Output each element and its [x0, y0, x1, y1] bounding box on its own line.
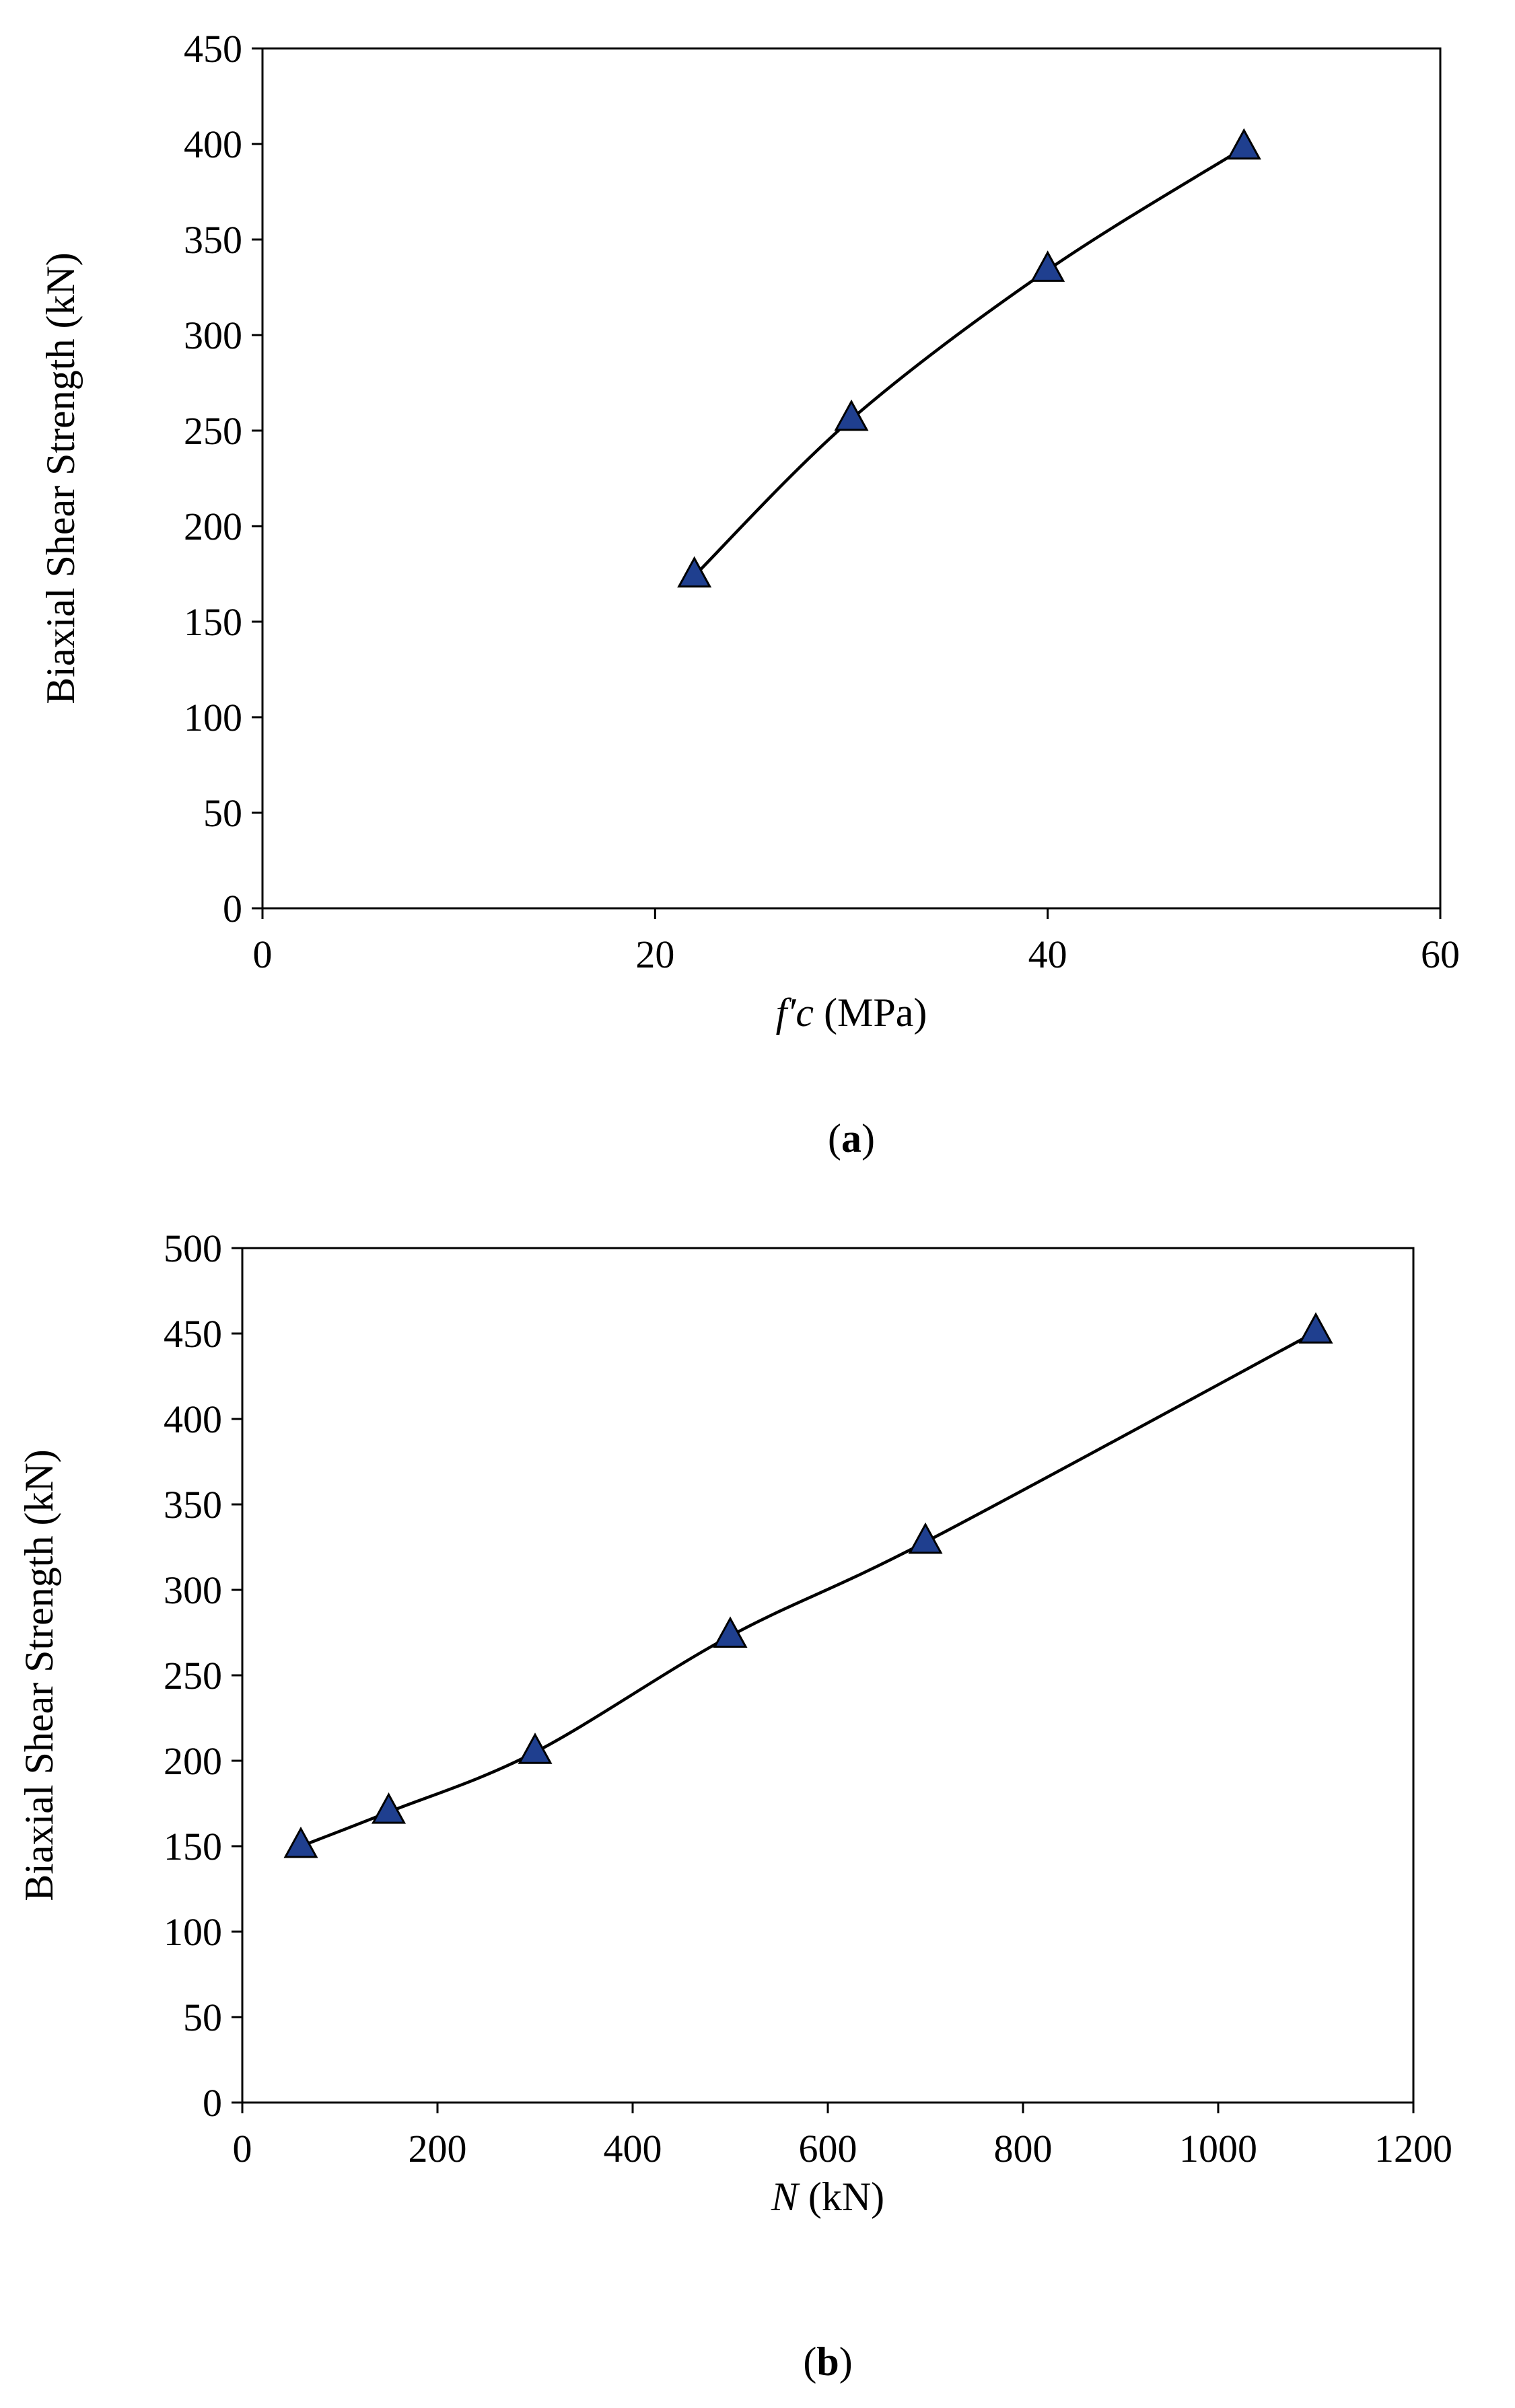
data-point-marker: [1032, 252, 1063, 281]
y-axis-label: Biaxial Shear Strength (kN): [17, 1449, 61, 1901]
y-tick-label: 500: [164, 1227, 222, 1270]
x-axis-label-italic: f′c: [776, 990, 814, 1035]
x-tick-label: 40: [1028, 933, 1067, 976]
y-tick-label: 250: [164, 1654, 222, 1698]
x-tick-label: 1000: [1179, 2127, 1257, 2170]
x-axis-label-italic: N: [771, 2175, 800, 2219]
x-tick-label: 600: [799, 2127, 857, 2170]
x-tick-label: 200: [409, 2127, 467, 2170]
panel-label-open: (: [803, 2339, 816, 2384]
x-axis-label: f′c (MPa): [776, 990, 927, 1035]
panel-label-close: ): [839, 2339, 853, 2384]
x-tick-label: 800: [994, 2127, 1053, 2170]
data-point-marker: [836, 402, 867, 430]
y-tick-label: 150: [184, 600, 242, 644]
panel-label-letter: b: [816, 2339, 839, 2384]
series-line: [695, 148, 1244, 576]
panel-label-letter: a: [841, 1116, 861, 1161]
data-point-marker: [520, 1735, 551, 1763]
x-tick-label: 60: [1421, 933, 1460, 976]
panel-label-close: ): [861, 1116, 875, 1161]
x-tick-label: 0: [253, 933, 273, 976]
y-tick-label: 400: [184, 122, 242, 166]
panel-label-b: (b): [803, 2339, 852, 2384]
data-point-marker: [910, 1525, 941, 1553]
data-point-marker: [1228, 131, 1259, 159]
data-point-marker: [715, 1619, 746, 1647]
y-tick-label: 350: [184, 218, 242, 262]
x-tick-label: 0: [233, 2127, 252, 2170]
chart-a: 0 50 100 150 200 250 300 350 400 450 0 20 40 60 f′c (M…: [38, 27, 1460, 1035]
y-tick-label: 300: [164, 1568, 222, 1612]
x-axis-label: N (kN): [771, 2175, 884, 2219]
y-tick-label: 250: [184, 409, 242, 453]
y-tick-label: 200: [184, 505, 242, 548]
y-tick-label: 100: [164, 1910, 222, 1954]
y-tick-label: 200: [164, 1739, 222, 1783]
y-tick-label: 50: [203, 791, 242, 835]
chart-b: 0 50 100 150 200 250 300 350 400 450 500 0 200 400 600…: [17, 1227, 1452, 2219]
x-axis-label-unit: (MPa): [814, 990, 927, 1035]
y-tick-label: 0: [223, 887, 242, 931]
y-tick-label: 350: [164, 1483, 222, 1527]
data-point-marker: [1300, 1314, 1331, 1342]
x-tick-label: 400: [604, 2127, 662, 2170]
y-tick-label: 450: [164, 1312, 222, 1356]
y-tick-label: 0: [203, 2081, 222, 2125]
y-tick-label: 100: [184, 696, 242, 739]
y-axis-label: Biaxial Shear Strength (kN): [38, 252, 83, 704]
panel-label-open: (: [828, 1116, 841, 1161]
x-tick-label: 1200: [1374, 2127, 1452, 2170]
plot-frame: [242, 1248, 1413, 2103]
x-axis-label-unit: (kN): [798, 2175, 884, 2219]
panel-label-a: (a): [828, 1116, 875, 1161]
y-tick-label: 50: [183, 1996, 222, 2039]
y-tick-label: 450: [184, 27, 242, 71]
y-tick-label: 400: [164, 1397, 222, 1441]
x-tick-label: 20: [635, 933, 674, 976]
plot-frame: [262, 48, 1440, 908]
y-tick-label: 300: [184, 314, 242, 357]
series-line: [301, 1331, 1316, 1846]
y-tick-label: 150: [164, 1825, 222, 1868]
